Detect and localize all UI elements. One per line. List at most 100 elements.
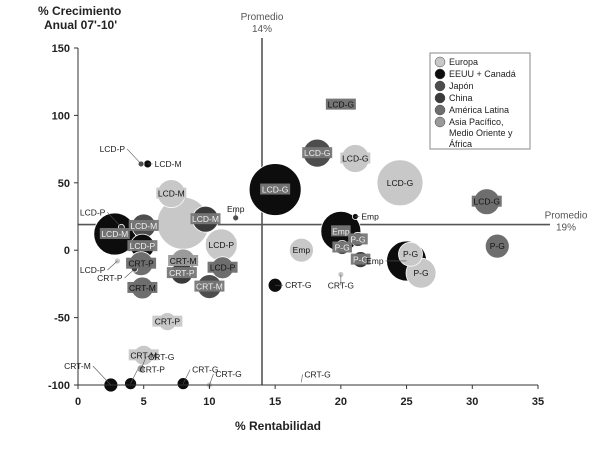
point-label: LCD-M <box>130 221 157 231</box>
y-axis-title: Anual 07'-10' <box>44 18 117 32</box>
point-label: Emp <box>332 226 350 236</box>
point-labels: LCD-GLCD-GLCD-GLCD-GLCD-GLCD-GLCD-MLCD-M… <box>64 98 508 386</box>
point-label: CRT-G <box>328 280 354 290</box>
point-label: LCD-P <box>130 241 156 251</box>
point-label: P-G <box>350 234 365 244</box>
point-label: CRT-G <box>285 280 311 290</box>
legend-label: Europa <box>449 57 478 67</box>
label-leader <box>92 365 112 386</box>
label-box <box>325 98 356 110</box>
x-tick-label: 25 <box>400 396 412 408</box>
ref-label-x: Promedio <box>241 12 284 23</box>
legend-box <box>429 52 531 150</box>
ref-label-x: 14% <box>252 24 272 35</box>
legend-label: Asia Pacífico, Medio Oriente y África <box>449 117 513 149</box>
x-axis-title: % Rentabilidad <box>235 419 321 433</box>
label-leader <box>107 260 118 271</box>
point-label: LCD-G <box>304 148 330 158</box>
point-label: LCD-G <box>474 197 500 207</box>
legend-swatch <box>434 92 446 104</box>
point-label: Emp <box>293 245 311 255</box>
point-label: LCD-M <box>192 214 219 224</box>
label-box <box>400 248 421 260</box>
point-label: CRT-P <box>140 365 166 375</box>
y-axis-title: % Crecimiento <box>38 4 121 18</box>
point-label: CRT-P <box>155 317 181 327</box>
y-tick-label: 100 <box>52 110 70 122</box>
point-label: CRT-G <box>304 369 330 379</box>
point-label: LCD-G <box>328 100 354 110</box>
point-label: P-G <box>353 255 368 265</box>
ref-label-y: Promedio <box>545 211 588 222</box>
x-tick-label: 20 <box>335 396 347 408</box>
x-tick-label: 10 <box>203 396 215 408</box>
label-box <box>331 225 351 237</box>
y-tick-label: -100 <box>48 380 70 392</box>
point-label: LCD-P <box>80 207 106 217</box>
label-box <box>350 253 371 265</box>
label-box <box>152 315 183 327</box>
legend-swatch <box>434 116 446 128</box>
label-box <box>190 213 221 225</box>
legend-label: EEUU + Canadá <box>449 69 516 79</box>
point-label: CRT-M <box>130 350 157 360</box>
point-label: LCD-M <box>101 229 128 239</box>
point-label: LCD-M <box>158 189 185 199</box>
point-label: LCD-M <box>155 159 182 169</box>
label-box <box>99 228 130 240</box>
point-label: CRT-G <box>192 365 218 375</box>
label-leader <box>130 369 138 384</box>
point-label: LCD-G <box>342 154 368 164</box>
point-label: CRT-P <box>128 259 154 269</box>
label-leader <box>301 374 303 383</box>
label-box <box>385 176 415 188</box>
legend-label: China <box>449 93 473 103</box>
ref-label-y: 19% <box>556 223 576 234</box>
label-box <box>348 233 368 245</box>
point-label: LCD-P <box>208 240 234 250</box>
point-label: Emp <box>227 204 245 214</box>
label-box <box>207 261 238 273</box>
legend-label: Japón <box>449 81 474 91</box>
y-tick-label: 150 <box>52 43 70 55</box>
point-label: P-G <box>403 249 418 259</box>
legend-label: América Latina <box>449 105 509 115</box>
label-box <box>194 280 225 292</box>
label-box <box>127 240 158 252</box>
point-label: P-G <box>413 268 428 278</box>
axes-layer: 0 5 10 15 20 25 30 35 -100 -50 0 50 100 150 % Crecimie… <box>38 4 544 433</box>
label-box <box>411 267 431 279</box>
point-label: LCD-P <box>100 144 126 154</box>
point-label: CRT-M <box>64 361 91 371</box>
point-label: CRT-P <box>97 273 123 283</box>
legend-swatch <box>434 104 446 116</box>
point-label: LCD-G <box>262 185 288 195</box>
label-box <box>168 254 199 266</box>
point-label: Emp <box>366 256 384 266</box>
legend-swatch <box>434 68 446 80</box>
label-box <box>302 147 333 159</box>
point-label: CRT-P <box>169 268 195 278</box>
point-label: CRT-G <box>215 369 241 379</box>
x-tick-label: 0 <box>75 396 81 408</box>
label-box <box>260 183 291 195</box>
label-box <box>332 241 352 253</box>
label-box <box>128 349 159 361</box>
legend-swatch <box>434 56 446 68</box>
label-box <box>206 238 237 250</box>
label-leader <box>209 373 214 386</box>
label-box <box>156 187 187 199</box>
label-leader <box>126 148 142 165</box>
x-tick-label: 5 <box>141 396 147 408</box>
legend: Europa EEUU + Canadá Japón China América Lat… <box>429 52 531 150</box>
point-label: P-G <box>335 243 350 253</box>
label-box <box>291 244 312 256</box>
y-tick-label: -50 <box>54 313 70 325</box>
point-label: LCD-P <box>210 263 236 273</box>
point-label: CRT-M <box>129 283 156 293</box>
label-box <box>127 281 158 293</box>
x-tick-label: 35 <box>532 396 544 408</box>
label-box <box>126 257 157 269</box>
label-box <box>487 240 508 252</box>
